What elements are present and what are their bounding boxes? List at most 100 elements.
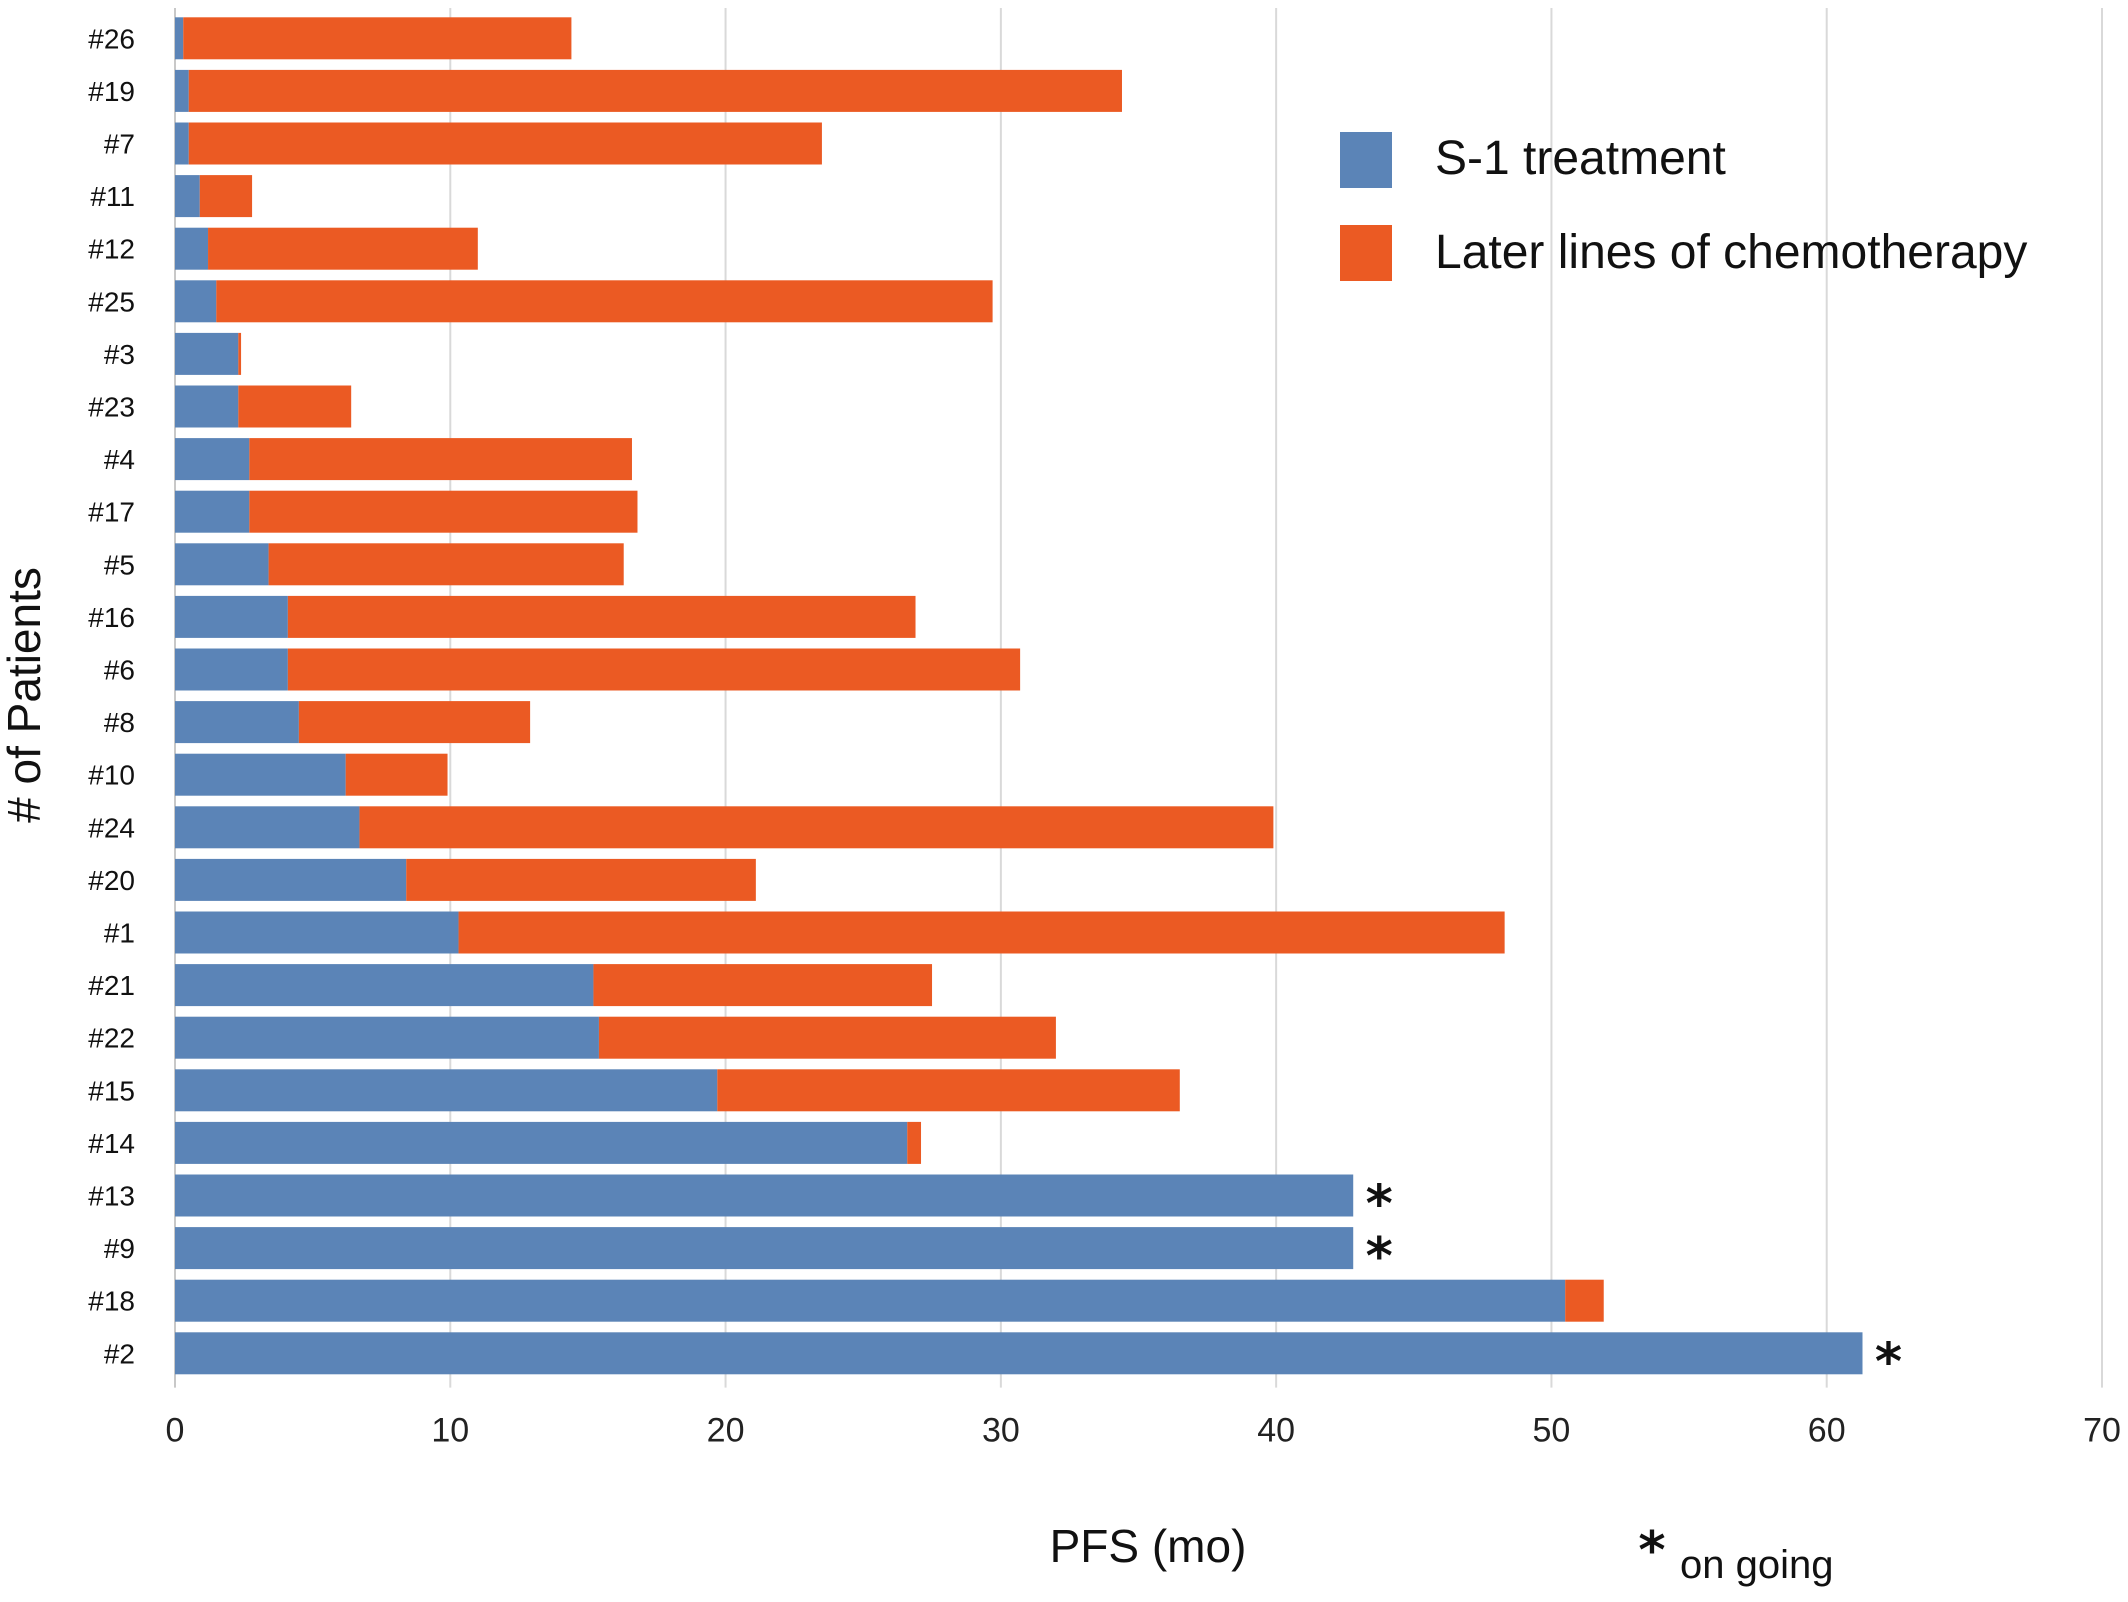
bar-later-lines xyxy=(287,648,1021,691)
bar-layer xyxy=(175,17,1863,1375)
x-tick-label: 10 xyxy=(431,1412,469,1450)
legend-swatch-later-lines xyxy=(1340,225,1392,281)
bar-later-lines xyxy=(238,385,352,428)
y-category-label: #24 xyxy=(88,812,135,843)
bar-s1-treatment xyxy=(175,701,299,744)
x-axis-title: PFS (mo) xyxy=(1050,1520,1247,1572)
y-category-label: #20 xyxy=(88,865,135,896)
bar-later-lines xyxy=(183,17,572,60)
x-tick-label: 70 xyxy=(2083,1412,2121,1450)
bar-later-lines xyxy=(345,753,448,796)
y-category-label: #5 xyxy=(104,549,135,580)
y-category-label: #21 xyxy=(88,970,135,1001)
bar-later-lines xyxy=(188,122,822,165)
bar-s1-treatment xyxy=(175,227,209,270)
y-category-label: #7 xyxy=(104,129,135,160)
y-category-label: #23 xyxy=(88,392,135,423)
bar-s1-treatment xyxy=(175,595,288,638)
legend: S-1 treatment Later lines of chemotherap… xyxy=(1340,132,2027,281)
bar-later-lines xyxy=(406,858,756,901)
x-tick-label: 30 xyxy=(982,1412,1020,1450)
y-category-label: #4 xyxy=(104,444,135,475)
bar-s1-treatment xyxy=(175,17,184,60)
bar-s1-treatment xyxy=(175,1279,1566,1322)
x-tick-label: 0 xyxy=(166,1412,185,1450)
legend-label-later-lines: Later lines of chemotherapy xyxy=(1435,226,2027,279)
y-category-label: #16 xyxy=(88,602,135,633)
y-category-label: #9 xyxy=(104,1233,135,1264)
x-tick-label: 40 xyxy=(1257,1412,1295,1450)
ongoing-note-star: * xyxy=(1638,1521,1665,1581)
grid-layer xyxy=(174,8,2103,1388)
bar-later-lines xyxy=(1565,1279,1604,1322)
ongoing-marker: * xyxy=(1366,1175,1393,1235)
y-category-label: #15 xyxy=(88,1075,135,1106)
x-tick-label: 50 xyxy=(1533,1412,1571,1450)
bar-later-lines xyxy=(298,701,531,744)
bar-s1-treatment xyxy=(175,1332,1863,1375)
bar-s1-treatment xyxy=(175,1174,1354,1217)
legend-label-s1: S-1 treatment xyxy=(1435,132,1726,185)
y-axis-title: # of Patients xyxy=(0,567,50,823)
y-category-label: #25 xyxy=(88,286,135,317)
bar-s1-treatment xyxy=(175,648,288,691)
y-category-label: #2 xyxy=(104,1338,135,1369)
bar-s1-treatment xyxy=(175,175,200,218)
bar-later-lines xyxy=(249,438,632,481)
bar-s1-treatment xyxy=(175,858,407,901)
ongoing-marker: * xyxy=(1875,1332,1902,1392)
bar-s1-treatment xyxy=(175,332,239,375)
bar-later-lines xyxy=(199,175,253,218)
y-category-label: #12 xyxy=(88,234,135,265)
bar-later-lines xyxy=(216,280,993,323)
ongoing-marker: * xyxy=(1366,1227,1393,1287)
bar-s1-treatment xyxy=(175,964,594,1007)
bar-s1-treatment xyxy=(175,69,189,112)
bar-s1-treatment xyxy=(175,543,269,586)
bar-s1-treatment xyxy=(175,438,250,481)
bar-later-lines xyxy=(208,227,478,270)
y-category-label: #10 xyxy=(88,760,135,791)
bar-later-lines xyxy=(593,964,933,1007)
bar-s1-treatment xyxy=(175,490,250,533)
y-category-label: #22 xyxy=(88,1023,135,1054)
bar-s1-treatment xyxy=(175,806,360,849)
bar-later-lines xyxy=(717,1069,1180,1112)
y-category-label: #19 xyxy=(88,76,135,107)
y-category-label: #11 xyxy=(90,181,135,212)
bar-s1-treatment xyxy=(175,122,189,165)
y-category-label: #6 xyxy=(104,655,135,686)
y-category-label: #17 xyxy=(88,497,135,528)
y-category-label: #1 xyxy=(104,918,135,949)
bar-later-lines xyxy=(907,1121,922,1164)
bar-later-lines xyxy=(598,1016,1056,1059)
bar-s1-treatment xyxy=(175,753,346,796)
x-tick-label: 20 xyxy=(707,1412,745,1450)
bar-later-lines xyxy=(188,69,1122,112)
label-layer: 0 10 20 30 40 50 60 70 #26 #19 #7 #11 #12 #25 #3 #23 #4 #… xyxy=(88,23,2121,1449)
bar-s1-treatment xyxy=(175,1121,908,1164)
legend-swatch-s1 xyxy=(1340,132,1392,188)
bar-s1-treatment xyxy=(175,1227,1354,1270)
y-category-label: #13 xyxy=(88,1181,135,1212)
bar-later-lines xyxy=(359,806,1274,849)
bar-later-lines xyxy=(268,543,624,586)
y-category-label: #3 xyxy=(104,339,135,370)
ongoing-note: * on going xyxy=(1638,1521,1833,1587)
bar-s1-treatment xyxy=(175,280,217,323)
y-category-label: #8 xyxy=(104,707,135,738)
bar-s1-treatment xyxy=(175,911,459,954)
bar-s1-treatment xyxy=(175,1016,599,1059)
bar-later-lines xyxy=(458,911,1505,954)
bar-later-lines xyxy=(249,490,638,533)
bar-later-lines xyxy=(287,595,916,638)
bar-later-lines xyxy=(238,332,242,375)
bar-s1-treatment xyxy=(175,1069,718,1112)
bar-s1-treatment xyxy=(175,385,239,428)
y-category-label: #14 xyxy=(88,1128,135,1159)
x-tick-label: 60 xyxy=(1808,1412,1846,1450)
ongoing-note-text: on going xyxy=(1680,1543,1833,1587)
y-category-label: #26 xyxy=(88,23,135,54)
